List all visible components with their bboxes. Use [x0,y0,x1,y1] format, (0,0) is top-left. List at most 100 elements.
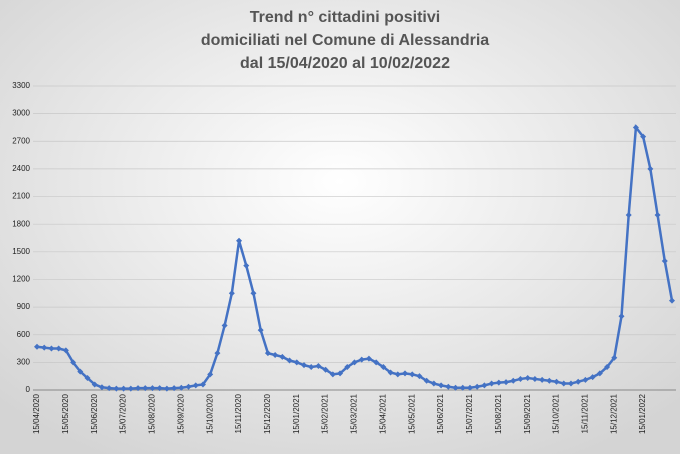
marker [669,297,675,304]
marker [438,382,445,389]
marker [315,363,322,370]
marker [582,376,589,383]
marker [503,379,510,386]
marker [481,382,488,389]
marker [604,363,611,370]
marker [647,165,654,172]
marker [474,383,481,390]
x-tick-label: 15/11/2021 [581,393,590,433]
marker [214,350,221,357]
marker [199,381,206,388]
x-tick-label: 15/05/2021 [407,393,416,434]
marker [632,124,639,131]
marker [120,385,127,392]
marker [149,385,156,392]
marker [185,383,192,390]
marker [495,379,502,386]
marker [221,322,228,329]
y-tick-label: 300 [17,357,31,366]
marker [402,370,409,377]
x-tick-label: 15/03/2021 [350,393,359,434]
marker [524,375,531,382]
x-tick-label: 15/04/2020 [32,393,41,434]
marker [625,211,632,218]
chart-title: dal 15/04/2020 al 10/02/2022 [240,55,450,72]
marker [257,327,264,334]
marker [236,237,243,244]
marker [272,351,279,358]
marker [48,345,55,352]
marker [589,374,596,381]
marker [344,363,351,370]
marker [178,384,185,391]
marker [539,376,546,383]
marker [207,371,214,378]
marker [560,380,567,387]
marker [640,133,647,140]
marker [430,380,437,387]
marker [351,359,358,366]
marker [308,363,315,370]
marker [156,385,163,392]
marker [409,371,416,378]
chart-title: domiciliati nel Comune di Alessandria [201,32,489,49]
marker [70,359,77,366]
marker [250,290,257,297]
x-tick-label: 15/07/2021 [465,393,474,434]
marker [127,385,134,392]
marker [135,385,142,392]
marker [264,350,271,357]
marker [228,290,235,297]
chart-title: Trend n° cittadini positivi [250,9,440,26]
marker [553,378,560,385]
y-tick-label: 0 [26,385,31,394]
marker [373,359,380,366]
marker [337,370,344,377]
marker [106,385,113,392]
x-tick-label: 15/04/2021 [378,393,387,434]
x-tick-label: 15/09/2020 [176,393,185,434]
marker [163,385,170,392]
marker [84,375,91,382]
x-tick-label: 15/07/2020 [119,393,128,434]
marker [77,368,84,375]
x-tick-label: 15/06/2021 [436,393,445,434]
y-tick-label: 1500 [12,247,30,256]
marker [459,384,466,391]
x-tick-label: 15/11/2020 [234,393,243,433]
x-tick-label: 15/12/2021 [609,393,618,434]
x-tick-label: 15/01/2021 [292,393,301,434]
y-tick-label: 1200 [12,275,30,284]
marker [286,357,293,364]
marker [62,347,69,354]
marker [510,377,517,384]
marker [423,377,430,384]
marker [329,371,336,378]
marker [546,377,553,384]
marker [55,345,62,352]
marker [113,385,120,392]
marker [358,356,365,363]
marker [596,370,603,377]
x-tick-label: 15/06/2020 [90,393,99,434]
marker [445,383,452,390]
marker [575,378,582,385]
x-tick-label: 15/01/2022 [638,393,647,434]
x-tick-label: 15/10/2020 [205,393,214,434]
marker [243,262,250,269]
marker [387,369,394,376]
marker [394,371,401,378]
y-tick-label: 2700 [12,136,30,145]
marker [661,258,668,265]
marker [171,385,178,392]
y-tick-label: 3300 [12,81,30,90]
x-tick-label: 15/09/2021 [523,393,532,434]
marker [380,363,387,370]
x-tick-label: 15/08/2021 [494,393,503,434]
marker [322,366,329,373]
marker [192,382,199,389]
marker [517,375,524,382]
marker [654,211,661,218]
